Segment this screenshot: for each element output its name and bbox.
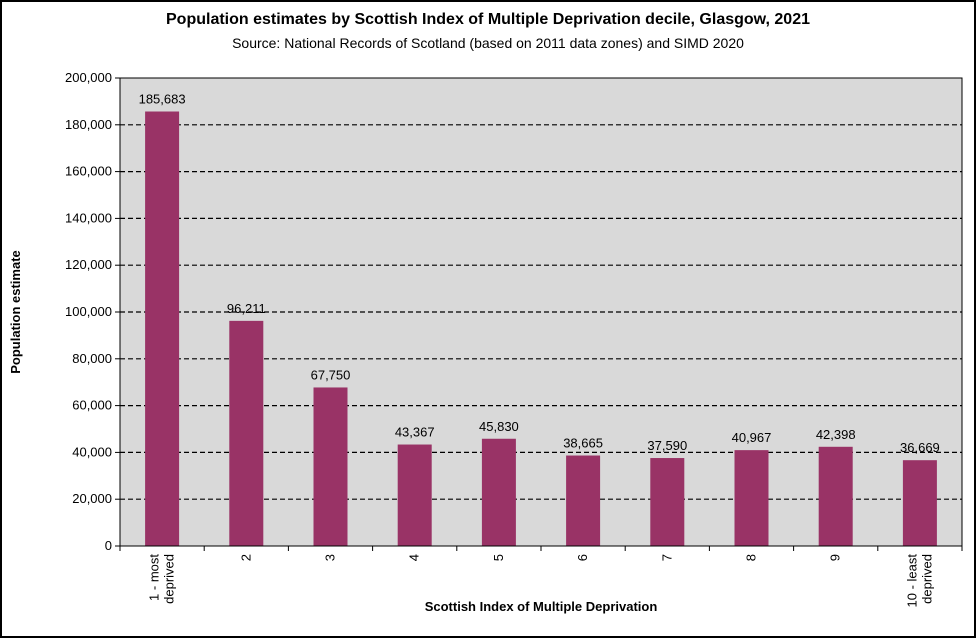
y-tick-label: 200,000	[65, 70, 112, 85]
y-axis-title: Population estimate	[8, 250, 23, 374]
data-label: 185,683	[139, 92, 186, 107]
data-label: 40,967	[732, 430, 772, 445]
bar	[145, 111, 180, 547]
x-tick-label-line: 4	[407, 554, 422, 561]
y-axis-ticks: 0 20,000 40,000 60,000 80,000 100,000 120,000 1…	[65, 70, 120, 553]
y-tick-label: 80,000	[72, 351, 112, 366]
x-axis-ticks: 1 - most deprived 2 3 4 5 6 7 8 9 10 - least depriv…	[119, 546, 963, 608]
bars	[145, 111, 937, 547]
data-label: 38,665	[563, 436, 603, 451]
y-tick-label: 180,000	[65, 117, 112, 132]
x-tick-label: 3	[323, 554, 338, 561]
data-label: 45,830	[479, 419, 519, 434]
x-tick-label-line: 9	[828, 554, 843, 561]
x-tick-label-line: 6	[575, 554, 590, 561]
bar	[397, 444, 432, 546]
y-tick-label: 140,000	[65, 210, 112, 225]
x-tick-label-line: 3	[323, 554, 338, 561]
x-tick-label: 7	[659, 554, 674, 561]
x-tick-label: 5	[491, 554, 506, 561]
data-label: 96,211	[227, 301, 266, 316]
data-label: 42,398	[816, 427, 856, 442]
x-tick-label-line: 7	[659, 554, 674, 561]
data-label: 67,750	[311, 367, 351, 382]
x-tick-label-line: 8	[744, 554, 759, 561]
y-tick-label: 100,000	[65, 304, 112, 319]
y-tick-label: 0	[105, 538, 112, 553]
bar	[734, 450, 769, 546]
x-tick-label-line: 10 - least	[904, 554, 919, 608]
x-tick-label: 6	[575, 554, 590, 561]
x-tick-label: 2	[238, 554, 253, 561]
bar	[229, 320, 264, 546]
y-tick-label: 40,000	[72, 444, 112, 459]
x-tick-label-line: deprived	[919, 554, 934, 604]
bar	[818, 446, 853, 546]
bar	[902, 460, 937, 546]
x-tick-label: 9	[828, 554, 843, 561]
y-tick-label: 60,000	[72, 398, 112, 413]
x-tick-label: 8	[744, 554, 759, 561]
x-tick-label: 10 - least deprived	[904, 554, 934, 608]
data-labels: 185,683 96,211 67,750 43,367 45,830 38,665 37,…	[139, 92, 940, 456]
bar	[650, 458, 685, 546]
bar	[566, 455, 601, 546]
bar	[313, 387, 348, 546]
x-tick-label: 1 - most deprived	[147, 554, 177, 604]
data-label: 43,367	[395, 425, 435, 440]
x-tick-label-line: 2	[238, 554, 253, 561]
x-axis-title: Scottish Index of Multiple Deprivation	[425, 599, 658, 614]
y-tick-label: 120,000	[65, 257, 112, 272]
chart-title: Population estimates by Scottish Index o…	[166, 11, 810, 28]
data-label: 36,669	[900, 440, 940, 455]
y-tick-label: 160,000	[65, 164, 112, 179]
x-tick-label-line: 5	[491, 554, 506, 561]
y-tick-label: 20,000	[72, 491, 112, 506]
x-tick-label-line: deprived	[162, 554, 177, 604]
chart-subtitle: Source: National Records of Scotland (ba…	[232, 35, 744, 51]
data-label: 37,590	[647, 438, 687, 453]
bar	[481, 438, 516, 546]
x-tick-label: 4	[407, 554, 422, 561]
x-tick-label-line: 1 - most	[147, 554, 162, 601]
